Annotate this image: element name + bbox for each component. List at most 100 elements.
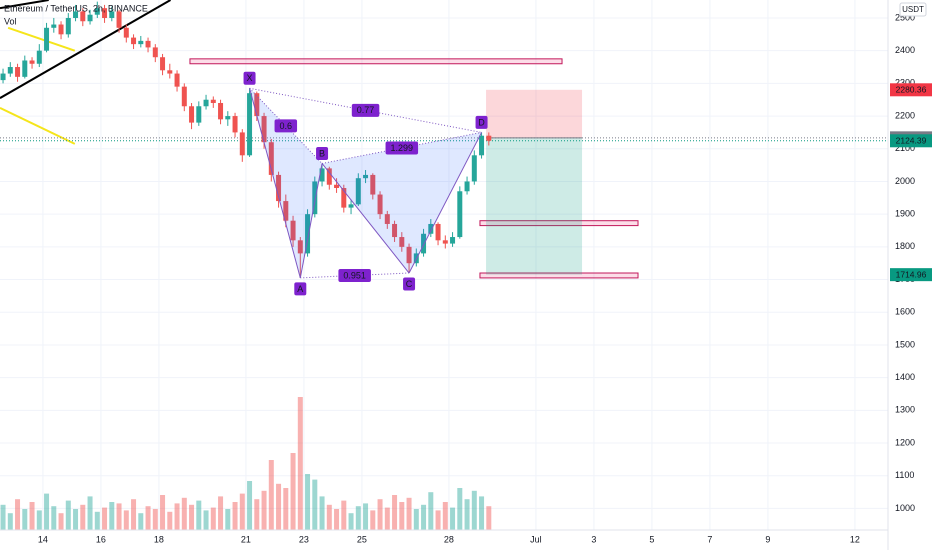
price-tag xyxy=(890,268,932,282)
volume-label: Vol xyxy=(4,16,17,26)
volume-bar xyxy=(145,506,151,530)
x-tick-label: 3 xyxy=(591,534,596,544)
volume-bar xyxy=(268,460,274,530)
volume-bar xyxy=(377,499,383,530)
price-tag-label: 1714.96 xyxy=(896,269,927,279)
ratio-box xyxy=(351,103,380,117)
candle-body xyxy=(189,106,195,123)
candle-body xyxy=(384,214,390,224)
point-box xyxy=(403,277,416,291)
chart-title: Ethereum / TetherUS, 2h, BINANCE xyxy=(4,3,148,13)
volume-bar xyxy=(225,509,231,530)
price-tag xyxy=(890,134,932,148)
candle-body xyxy=(80,11,86,22)
candle-body xyxy=(471,155,477,182)
volume-bar xyxy=(435,510,441,530)
currency: USDT xyxy=(902,5,924,14)
volume-bar xyxy=(22,509,28,530)
candle-body xyxy=(36,50,42,64)
candle-body xyxy=(102,8,108,18)
candle-body xyxy=(7,67,13,74)
zone xyxy=(189,58,563,65)
candle-body xyxy=(428,223,434,234)
ratio-box xyxy=(385,141,419,155)
candle-body xyxy=(290,220,296,241)
x-tick-label: 14 xyxy=(38,534,48,544)
candle-body xyxy=(392,223,398,238)
volume-bar xyxy=(87,496,93,530)
candle-body xyxy=(152,47,158,58)
y-tick-label: 2300 xyxy=(895,78,915,88)
candle-body xyxy=(116,11,122,28)
trend-line xyxy=(0,0,172,99)
volume-bar xyxy=(131,499,137,530)
ratio-label: 0.951 xyxy=(343,270,366,280)
volume-bar xyxy=(457,488,463,530)
target-zone xyxy=(486,137,583,275)
volume-bar xyxy=(7,513,13,530)
candle-body xyxy=(174,73,180,87)
volume-bar xyxy=(392,495,398,530)
ratio-line xyxy=(249,87,323,164)
drawings-back xyxy=(0,0,888,279)
x-tick-label: 9 xyxy=(765,534,770,544)
candle-body xyxy=(464,181,470,192)
volume-bar xyxy=(58,513,64,530)
volume-bar xyxy=(254,499,260,530)
candle-body xyxy=(239,132,245,156)
candle-body xyxy=(486,135,492,141)
volume-bar xyxy=(261,490,267,530)
volume-bar xyxy=(116,503,122,530)
volume-bar xyxy=(297,397,303,530)
y-tick-label: 1800 xyxy=(895,241,915,251)
volume-bar xyxy=(276,483,282,530)
candles xyxy=(0,1,492,278)
volume-bar xyxy=(29,502,35,530)
candle-body xyxy=(355,178,361,205)
pattern-leg xyxy=(299,163,323,279)
candle-body xyxy=(22,60,28,77)
candle-body xyxy=(65,17,71,35)
candle-body xyxy=(44,27,50,51)
candle-body xyxy=(15,67,21,77)
y-tick-label: 1300 xyxy=(895,405,915,415)
candle-body xyxy=(457,191,463,238)
candle-body xyxy=(225,116,231,120)
volume-bar xyxy=(421,504,427,530)
candle-body xyxy=(435,223,441,241)
volume-bar xyxy=(152,509,158,530)
y-tick-label: 2200 xyxy=(895,110,915,120)
volume-bar xyxy=(109,502,115,530)
volume-bar xyxy=(160,495,166,530)
y-tick-label: 1000 xyxy=(895,503,915,513)
volume-bar xyxy=(355,506,361,530)
x-tick-label: 28 xyxy=(444,534,454,544)
volume-bar xyxy=(138,513,144,530)
volume-bar xyxy=(370,510,376,530)
trend-line xyxy=(7,26,76,52)
price-tag-label: 2124.39 xyxy=(896,136,927,146)
volume-bar xyxy=(102,507,108,530)
volume-bar xyxy=(326,504,332,530)
volume-bar xyxy=(334,509,340,530)
ratio-label: 0.77 xyxy=(357,105,375,115)
candle-body xyxy=(312,181,318,215)
volume xyxy=(0,397,492,530)
volume-bar xyxy=(232,502,238,530)
candle-body xyxy=(442,240,448,244)
candle-body xyxy=(326,168,332,185)
volume-bar xyxy=(174,503,180,530)
x-tick-label: 23 xyxy=(299,534,309,544)
zone xyxy=(479,272,639,279)
candle-body xyxy=(399,237,405,247)
volume-bar xyxy=(479,496,485,530)
candle-body xyxy=(254,93,260,117)
volume-bar xyxy=(290,453,296,530)
pattern-leg xyxy=(249,88,301,279)
currency-box[interactable] xyxy=(899,2,927,17)
volume-bar xyxy=(305,474,311,530)
y-tick-label: 1900 xyxy=(895,209,915,219)
volume-bar xyxy=(428,492,434,530)
candle-body xyxy=(232,116,238,133)
